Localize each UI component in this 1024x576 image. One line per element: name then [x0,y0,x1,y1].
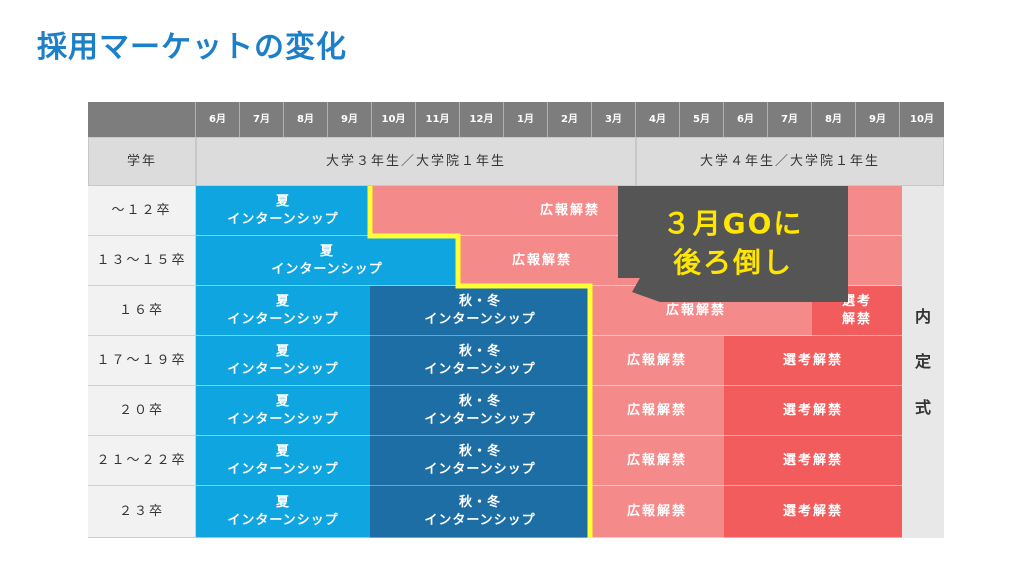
month-header: 9月 [328,102,372,137]
summer-internship-bar: 夏 インターンシップ [196,436,370,486]
month-header: 7月 [768,102,812,137]
row-label: １６卒 [88,286,196,336]
summer-internship-bar: 夏 インターンシップ [196,236,458,286]
autumn-winter-internship-bar: 秋・冬 インターンシップ [370,286,590,336]
selection-release-bar: 選考解禁 [724,386,902,436]
callout-bubble [618,186,848,302]
summer-internship-bar: 夏 インターンシップ [196,186,370,236]
row-label: １７～１９卒 [88,336,196,386]
row-label: ２３卒 [88,486,196,538]
pr-release-bar: 広報解禁 [590,386,724,436]
ceremony-char: 式 [914,397,931,417]
ceremony-char: 定 [914,352,931,372]
month-header: 10月 [900,102,944,137]
pr-release-bar: 広報解禁 [590,486,724,538]
offer-ceremony-column: 内 定 式 [902,186,944,538]
pr-release-label: 広報解禁 [540,202,601,218]
recruitment-schedule-table: 6月 7月 8月 9月 10月 11月 12月 1月 2月 3月 4月 5月 6… [88,102,944,538]
timing-shift-line [367,186,593,538]
page-title: 採用マーケットの変化 [37,30,347,65]
autumn-winter-internship-bar: 秋・冬 インターンシップ [370,486,590,538]
month-header: 6月 [196,102,240,137]
autumn-winter-internship-bar: 秋・冬 インターンシップ [370,336,590,386]
month-header: 9月 [856,102,900,137]
month-header: 4月 [636,102,680,137]
month-header: 8月 [812,102,856,137]
row-label: ２０卒 [88,386,196,436]
summer-internship-bar: 夏 インターンシップ [196,286,370,336]
pr-release-label: 広報解禁 [512,252,573,268]
period-header-year3: 大学３年生／大学院１年生 [196,137,636,186]
row-label: １３～１５卒 [88,236,196,286]
month-header: 7月 [240,102,284,137]
month-header: 3月 [592,102,636,137]
autumn-winter-internship-bar: 秋・冬 インターンシップ [370,386,590,436]
month-header: 2月 [548,102,592,137]
row-label: ２１～２２卒 [88,436,196,486]
month-header-corner [88,102,196,137]
month-header: 1月 [504,102,548,137]
selection-release-bar: 選考解禁 [724,436,902,486]
callout-text: ３月GOに 後ろ倒し [618,204,848,282]
selection-release-bar: 選考解禁 [724,486,902,538]
month-header: 11月 [416,102,460,137]
summer-internship-bar: 夏 インターンシップ [196,486,370,538]
month-header: 8月 [284,102,328,137]
grade-header: 学年 [88,137,196,186]
month-header: 6月 [724,102,768,137]
selection-release-bar: 選考解禁 [724,336,902,386]
pr-release-label: 広報解禁 [666,302,727,318]
period-header-year4: 大学４年生／大学院１年生 [636,137,944,186]
summer-internship-bar: 夏 インターンシップ [196,336,370,386]
pr-release-bar: 広報解禁 [590,436,724,486]
callout-line-2: 後ろ倒し [672,246,793,280]
callout-line-1: ３月GOに [662,207,804,240]
month-header: 10月 [372,102,416,137]
summer-internship-bar: 夏 インターンシップ [196,386,370,436]
month-header: 5月 [680,102,724,137]
row-label: ～１２卒 [88,186,196,236]
month-header: 12月 [460,102,504,137]
ceremony-char: 内 [914,306,931,326]
autumn-winter-internship-bar: 秋・冬 インターンシップ [370,436,590,486]
pr-release-bar: 広報解禁 [590,336,724,386]
